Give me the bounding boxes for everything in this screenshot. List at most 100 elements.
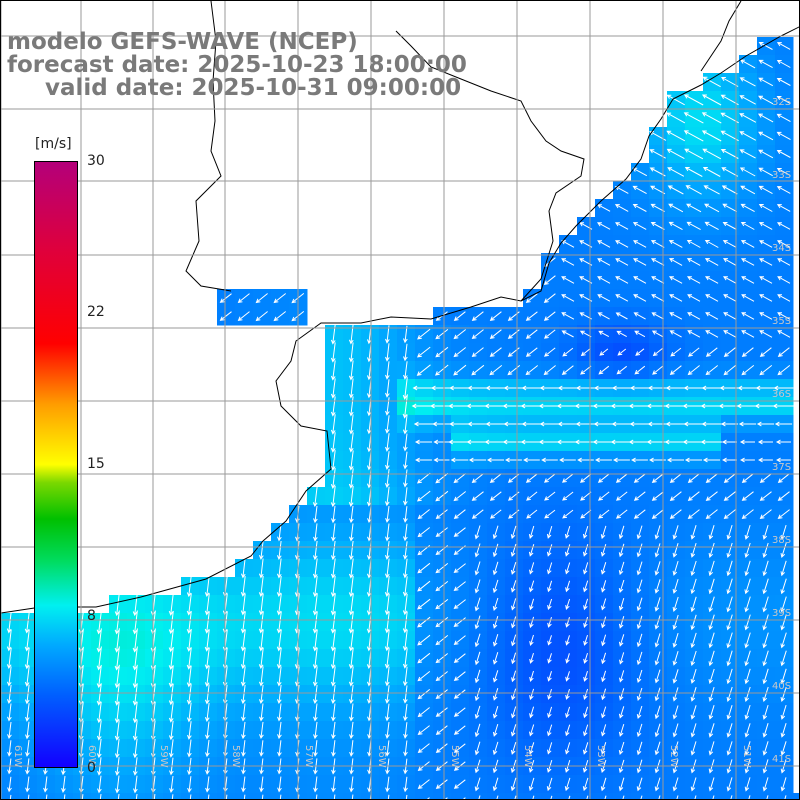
wind-arrow: [593, 421, 614, 427]
wind-arrow: [668, 221, 683, 231]
wind-arrow: [758, 222, 773, 230]
wind-arrow: [703, 185, 720, 195]
wind-arrow: [776, 113, 791, 123]
wind-arrow: [583, 724, 589, 737]
wind-arrow: [385, 397, 390, 416]
wind-arrow: [618, 723, 625, 737]
wind-arrow: [684, 457, 702, 463]
wind-arrow: [780, 614, 787, 631]
wind-arrow: [597, 312, 610, 320]
wind-arrow: [453, 473, 467, 484]
wind-arrow: [402, 648, 408, 669]
wind-arrow: [759, 491, 772, 501]
wind-arrow: [348, 647, 354, 670]
lon-label: 60W: [86, 745, 97, 768]
colorbar-tick-15: 15: [87, 456, 105, 472]
wind-arrow: [492, 688, 499, 701]
wind-arrow: [97, 775, 102, 794]
wind-arrow: [417, 743, 430, 754]
wind-arrow: [526, 509, 538, 519]
wind-arrow: [597, 473, 610, 483]
wind-arrow: [403, 541, 408, 560]
wind-arrow: [525, 329, 538, 339]
wind-arrow: [474, 579, 481, 594]
wind-arrow: [510, 724, 517, 737]
wind-arrow: [636, 669, 643, 683]
wind-arrow: [547, 580, 553, 593]
wind-arrow: [780, 560, 787, 577]
wind-arrow: [385, 343, 390, 362]
wind-arrow: [258, 629, 264, 652]
wind-arrow: [351, 794, 354, 799]
wind-arrow: [511, 706, 517, 719]
wind-arrow: [777, 509, 790, 520]
wind-arrow: [403, 361, 408, 380]
wind-arrow: [741, 509, 754, 520]
wind-arrow: [562, 509, 574, 519]
wind-arrow: [276, 575, 282, 598]
wind-arrow: [276, 647, 282, 670]
wind-arrow: [629, 421, 650, 427]
wind-arrow: [599, 348, 609, 356]
wind-arrow: [385, 506, 390, 523]
wind-arrow: [489, 365, 503, 376]
wind-arrow: [543, 275, 556, 285]
wind-arrow: [741, 365, 755, 376]
wind-arrow: [726, 578, 733, 595]
wind-arrow: [6, 666, 12, 687]
wind-arrow: [403, 523, 408, 542]
wind-arrow: [600, 525, 607, 540]
lon-label: 58W: [230, 745, 241, 768]
wind-arrow: [402, 394, 408, 419]
wind-arrow: [312, 611, 318, 634]
wind-arrow: [562, 347, 574, 357]
wind-arrow: [704, 221, 719, 231]
wind-arrow: [132, 610, 138, 635]
wind-arrow: [723, 347, 736, 357]
wind-arrow: [511, 634, 517, 647]
wind-arrow: [114, 664, 120, 689]
wind-arrow: [330, 558, 336, 579]
wind-arrow: [348, 396, 354, 417]
wind-arrow: [776, 222, 791, 230]
wind-arrow: [654, 741, 661, 756]
wind-arrow: [726, 723, 733, 738]
wind-arrow: [187, 776, 192, 793]
lat-label: 32S: [772, 97, 791, 108]
wind-arrow: [723, 473, 736, 483]
wind-arrow: [349, 505, 354, 524]
wind-arrow: [583, 670, 588, 682]
wind-arrow: [503, 385, 524, 391]
wind-arrow: [474, 615, 481, 630]
wind-arrow: [654, 705, 661, 720]
wind-arrow: [433, 457, 450, 463]
wind-arrow: [721, 167, 739, 177]
colorbar-unit: [m/s]: [35, 136, 72, 152]
wind-arrow: [417, 779, 430, 790]
wind-arrow: [631, 457, 648, 463]
wind-arrow: [543, 347, 556, 357]
wind-arrow: [474, 705, 481, 720]
wind-arrow: [417, 562, 431, 574]
wind-arrow: [474, 741, 481, 756]
wind-arrow: [694, 795, 697, 799]
wind-arrow: [583, 580, 589, 593]
wind-arrow: [258, 647, 264, 670]
wind-arrow: [237, 311, 250, 322]
wind-arrow: [762, 668, 769, 685]
wind-arrow: [647, 385, 668, 391]
wind-arrow: [435, 472, 449, 484]
wind-arrow: [435, 617, 449, 628]
wind-arrow: [521, 385, 542, 391]
wind-arrow: [186, 575, 192, 598]
colorbar-tick-8: 8: [87, 608, 96, 624]
wind-arrow: [672, 777, 679, 792]
wind-arrow: [762, 741, 769, 756]
wind-cell: [91, 793, 110, 799]
wind-arrow: [758, 204, 773, 212]
wind-arrow: [758, 149, 774, 159]
wind-arrow: [453, 653, 466, 663]
wind-cell: [613, 793, 632, 799]
wind-arrow: [708, 525, 715, 540]
wind-arrow: [635, 348, 645, 356]
